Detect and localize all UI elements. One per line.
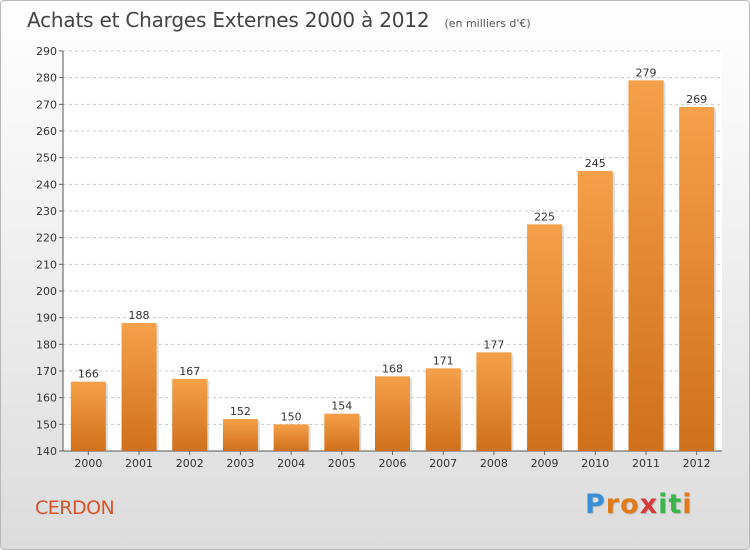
x-tick-label: 2010 bbox=[581, 457, 609, 470]
x-tick-label: 2000 bbox=[74, 457, 102, 470]
data-label: 269 bbox=[686, 93, 707, 106]
x-tick-label: 2004 bbox=[277, 457, 305, 470]
proxiti-logo: Proxiti bbox=[585, 489, 693, 520]
x-tick-label: 2002 bbox=[176, 457, 204, 470]
bar bbox=[324, 413, 360, 451]
x-tick-label: 2001 bbox=[125, 457, 153, 470]
commune-name: CERDON bbox=[35, 497, 115, 519]
bar bbox=[628, 80, 664, 451]
y-tick-label: 230 bbox=[36, 205, 57, 218]
y-tick-label: 200 bbox=[36, 285, 57, 298]
data-label: 225 bbox=[534, 210, 555, 223]
logo-letter: P bbox=[585, 489, 606, 520]
data-label: 168 bbox=[382, 362, 403, 375]
y-tick-label: 280 bbox=[36, 72, 57, 85]
x-tick-label: 2012 bbox=[683, 457, 711, 470]
x-tick-label: 2005 bbox=[328, 457, 356, 470]
bar bbox=[222, 419, 258, 451]
x-tick-label: 2007 bbox=[429, 457, 457, 470]
data-label: 245 bbox=[585, 157, 606, 170]
y-tick-label: 220 bbox=[36, 232, 57, 245]
logo-letter: r bbox=[605, 489, 621, 520]
data-label: 167 bbox=[179, 365, 200, 378]
x-tick-label: 2003 bbox=[226, 457, 254, 470]
x-tick-label: 2006 bbox=[379, 457, 407, 470]
bar bbox=[70, 381, 106, 451]
bar bbox=[375, 376, 410, 451]
bar bbox=[527, 224, 563, 451]
chart-title: Achats et Charges Externes 2000 à 2012 bbox=[27, 8, 430, 32]
data-label: 152 bbox=[230, 405, 251, 418]
y-tick-label: 160 bbox=[36, 392, 57, 405]
y-tick-label: 260 bbox=[36, 125, 57, 138]
bar bbox=[172, 379, 208, 451]
y-tick-label: 150 bbox=[36, 418, 57, 431]
data-label: 171 bbox=[433, 354, 454, 367]
x-tick-label: 2008 bbox=[480, 457, 508, 470]
y-tick-label: 170 bbox=[36, 365, 57, 378]
data-label: 166 bbox=[78, 368, 99, 381]
y-tick-label: 250 bbox=[36, 152, 57, 165]
bar bbox=[121, 323, 157, 451]
bar bbox=[679, 107, 715, 451]
x-tick-label: 2009 bbox=[531, 457, 559, 470]
bar bbox=[476, 352, 512, 451]
logo-letter: o bbox=[620, 489, 640, 520]
logo-letter: x bbox=[639, 489, 659, 520]
y-tick-label: 290 bbox=[36, 45, 57, 58]
y-tick-label: 140 bbox=[36, 445, 57, 458]
x-tick-label: 2011 bbox=[632, 457, 660, 470]
bar bbox=[425, 368, 461, 451]
y-tick-label: 270 bbox=[36, 98, 57, 111]
y-tick-label: 190 bbox=[36, 312, 57, 325]
y-tick-label: 210 bbox=[36, 258, 57, 271]
chart-title-block: Achats et Charges Externes 2000 à 2012 (… bbox=[27, 8, 531, 32]
data-label: 177 bbox=[483, 338, 504, 351]
data-label: 150 bbox=[281, 410, 302, 423]
logo-letter: i bbox=[658, 489, 669, 520]
y-tick-label: 240 bbox=[36, 178, 57, 191]
bar bbox=[273, 424, 309, 451]
logo-letter: i bbox=[682, 489, 693, 520]
data-label: 188 bbox=[129, 309, 150, 322]
data-label: 279 bbox=[635, 66, 656, 79]
data-label: 154 bbox=[331, 400, 352, 413]
y-tick-label: 180 bbox=[36, 338, 57, 351]
chart-subtitle: (en milliers d'€) bbox=[444, 17, 531, 30]
bar bbox=[577, 171, 613, 451]
logo-letter: t bbox=[668, 489, 683, 520]
